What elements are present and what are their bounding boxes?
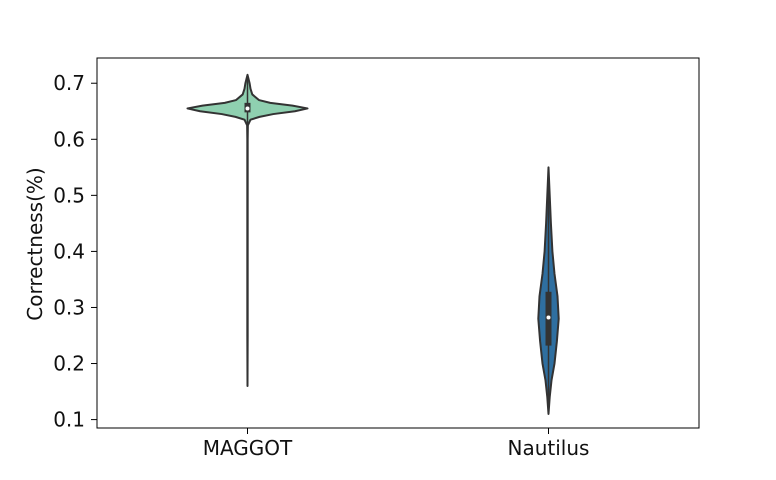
violin-median-point <box>546 315 551 320</box>
y-axis: 0.1 0.2 0.3 0.4 0.5 0.6 0.7 <box>53 71 97 432</box>
violins-group <box>186 73 560 415</box>
y-tick-label: 0.4 <box>53 239 85 263</box>
y-axis-label: Correctness(%) <box>23 167 47 320</box>
y-tick-label: 0.2 <box>53 352 85 376</box>
x-tick-label: Nautilus <box>508 436 590 460</box>
violin-median-point <box>245 106 250 111</box>
plot-frame <box>96 57 700 429</box>
x-axis: MAGGOT Nautilus <box>203 428 590 460</box>
y-tick-label: 0.5 <box>53 183 85 207</box>
y-tick-label: 0.7 <box>53 71 85 95</box>
y-tick-label: 0.3 <box>53 295 85 319</box>
y-tick-label: 0.6 <box>53 127 85 151</box>
y-tick-label: 0.1 <box>53 408 85 432</box>
x-tick-label: MAGGOT <box>203 436 293 460</box>
